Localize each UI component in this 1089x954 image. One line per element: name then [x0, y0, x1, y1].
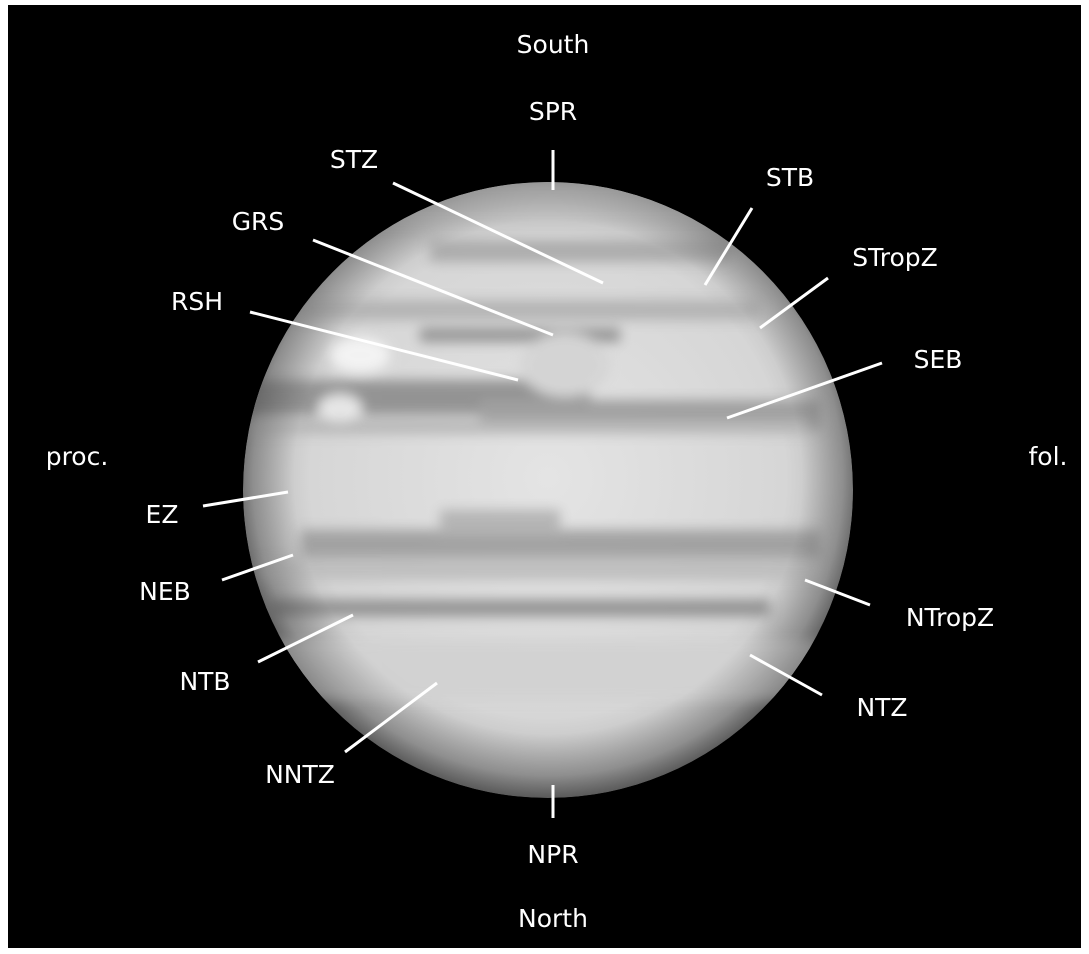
feature-label: STropZ [852, 243, 938, 272]
feature-label: STB [766, 163, 814, 192]
direction-label: proc. [46, 442, 109, 471]
feature-label: RSH [171, 287, 223, 316]
jupiter-diagram: South North proc. fol. SPR STZ STB GRS STropZ RSH… [0, 0, 1089, 954]
feature-label: GRS [232, 207, 285, 236]
feature-label: EZ [146, 500, 179, 529]
feature-label: NPR [527, 840, 578, 869]
feature-label: NTropZ [906, 603, 994, 632]
feature-label: STZ [330, 145, 378, 174]
feature-label: SEB [914, 345, 963, 374]
direction-label: fol. [1029, 442, 1068, 471]
direction-label: South [517, 30, 590, 59]
page: {"directions": {"south": "South", "north… [0, 0, 1089, 954]
feature-label: NTB [179, 667, 230, 696]
feature-label: SPR [529, 97, 577, 126]
feature-label: NEB [139, 577, 191, 606]
feature-label: NNTZ [265, 760, 335, 789]
feature-label: NTZ [856, 693, 907, 722]
direction-label: North [518, 904, 588, 933]
